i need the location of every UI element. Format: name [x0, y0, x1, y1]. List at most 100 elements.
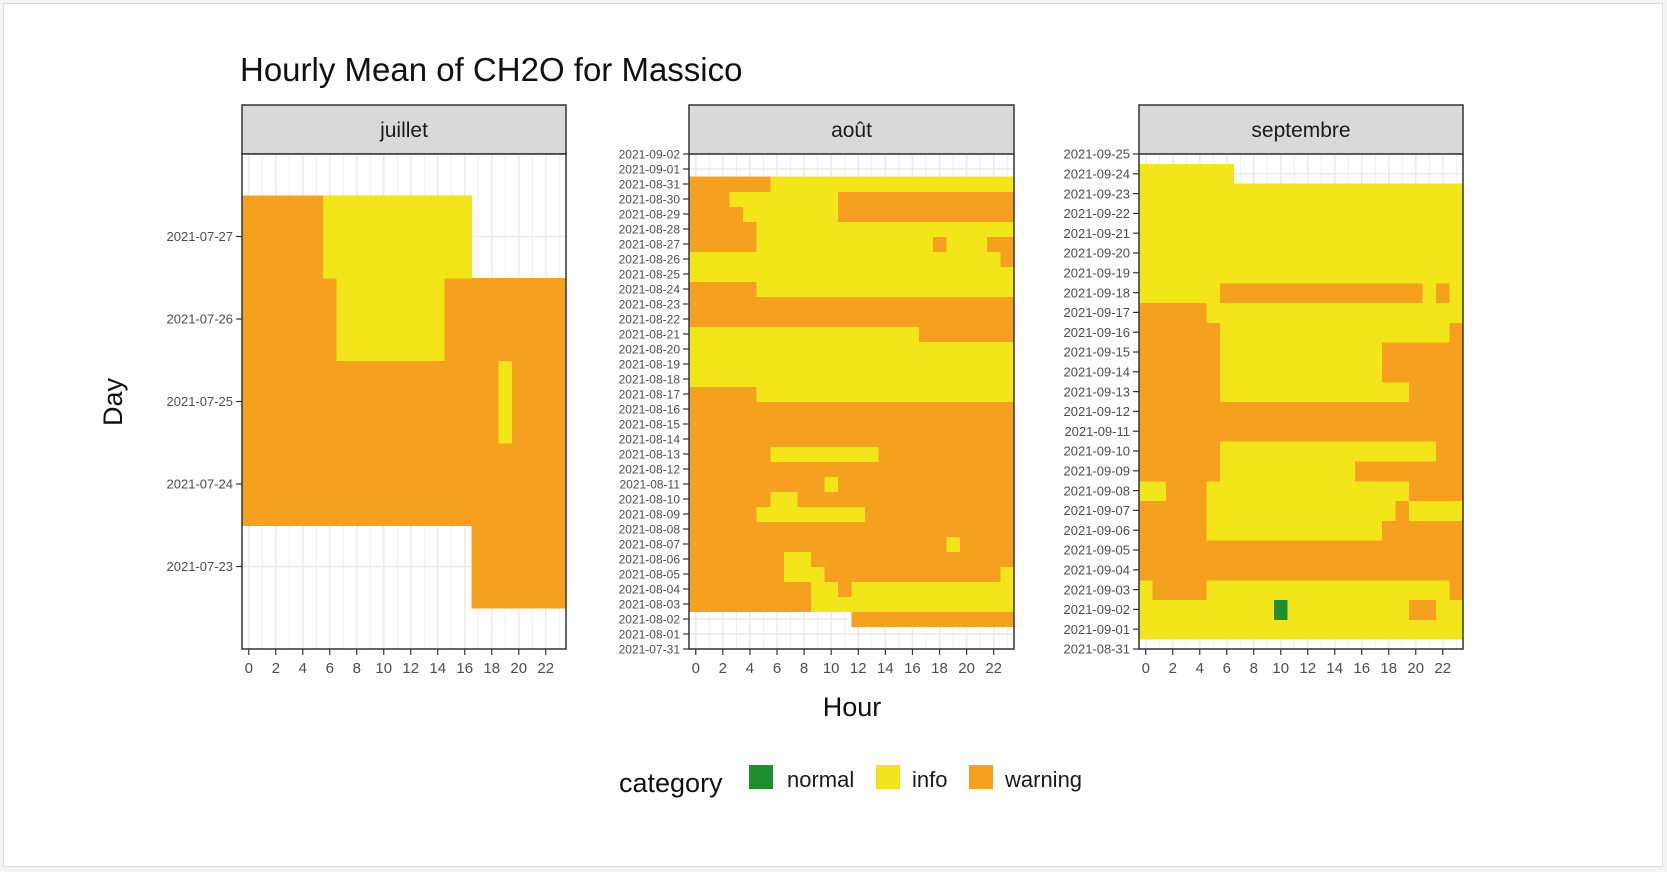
heatmap-cell: [1355, 302, 1370, 323]
heatmap-cell: [1166, 183, 1181, 205]
heatmap-cell: [851, 296, 866, 313]
heatmap-cell: [1368, 619, 1383, 640]
heatmap-cell: [1179, 599, 1194, 620]
heatmap-cell: [512, 525, 527, 609]
heatmap-cell: [919, 566, 934, 583]
heatmap-cell: [1436, 619, 1451, 640]
heatmap-cell: [1247, 361, 1262, 383]
legend-label-normal: normal: [787, 767, 854, 792]
heatmap-cell: [946, 416, 961, 433]
heatmap-cell: [1328, 520, 1343, 541]
y-tick-label: 2021-08-23: [619, 297, 681, 311]
heatmap-cell: [1395, 520, 1410, 541]
heatmap-cell: [1341, 302, 1356, 323]
heatmap-cell: [892, 356, 907, 373]
heatmap-cell: [1355, 243, 1370, 264]
heatmap-cell: [892, 581, 907, 598]
heatmap-cell: [919, 401, 934, 418]
heatmap-cell: [1152, 500, 1167, 521]
heatmap-cell: [1139, 599, 1154, 620]
heatmap-cell: [743, 491, 758, 508]
heatmap-cell: [1206, 163, 1221, 185]
heatmap-cell: [932, 446, 947, 463]
y-tick-label: 2021-08-19: [619, 357, 681, 371]
heatmap-cell: [919, 356, 934, 373]
heatmap-cell: [851, 356, 866, 373]
heatmap-cell: [1395, 361, 1410, 383]
heatmap-cell: [1409, 262, 1424, 284]
heatmap-cell: [1422, 302, 1437, 323]
heatmap-cell: [837, 356, 853, 373]
heatmap-cell: [810, 476, 826, 493]
heatmap-cell: [973, 206, 988, 223]
heatmap-cell: [729, 476, 744, 493]
heatmap-cell: [1314, 579, 1329, 601]
heatmap-cell: [282, 195, 297, 279]
heatmap-cell: [1247, 619, 1262, 640]
heatmap-cell: [1274, 540, 1289, 561]
x-tick-label: 10: [823, 660, 840, 677]
heatmap-cell: [1233, 579, 1248, 601]
heatmap-cell: [1355, 500, 1370, 521]
heatmap-cell: [1260, 262, 1275, 284]
heatmap-cell: [946, 296, 961, 313]
heatmap-cell: [837, 251, 853, 268]
heatmap-cell: [1409, 520, 1424, 541]
x-tick-label: 6: [1223, 660, 1231, 677]
heatmap-cell: [743, 206, 758, 223]
heatmap-cell: [1000, 581, 1015, 598]
heatmap-cell: [973, 491, 988, 508]
heatmap-cell: [743, 581, 758, 598]
heatmap-cell: [1328, 480, 1343, 502]
heatmap-cell: [1179, 579, 1194, 601]
heatmap-cell: [1206, 322, 1221, 343]
heatmap-cell: [1395, 421, 1410, 442]
heatmap-cell: [905, 266, 920, 283]
heatmap-cell: [1287, 342, 1302, 363]
heatmap-cell: [986, 296, 1002, 313]
heatmap-cell: [1355, 381, 1370, 403]
heatmap-cell: [959, 191, 974, 208]
heatmap-cell: [1179, 342, 1194, 363]
heatmap-cell: [810, 401, 826, 418]
heatmap-cell: [1422, 322, 1437, 343]
heatmap-cell: [810, 251, 826, 268]
heatmap-cell: [1139, 421, 1154, 442]
heatmap-cell: [729, 506, 744, 523]
heatmap-cell: [1139, 302, 1154, 323]
heatmap-cell: [783, 416, 798, 433]
heatmap-cell: [1193, 183, 1208, 205]
heatmap-cell: [1247, 262, 1262, 284]
heatmap-cell: [959, 476, 974, 493]
heatmap-cell: [932, 251, 947, 268]
heatmap-cell: [783, 581, 798, 598]
heatmap-cell: [1341, 203, 1356, 224]
heatmap-cell: [1206, 342, 1221, 363]
heatmap-cell: [1206, 223, 1221, 244]
heatmap-cell: [1368, 421, 1383, 442]
heatmap-cell: [1341, 460, 1356, 482]
heatmap-cell: [905, 191, 920, 208]
heatmap-cell: [932, 461, 947, 478]
heatmap-cell: [471, 277, 486, 361]
heatmap-cell: [1301, 619, 1316, 640]
heatmap-cell: [851, 371, 866, 388]
heatmap-cell: [959, 491, 974, 508]
x-tick-label: 0: [245, 660, 253, 677]
heatmap-cell: [1000, 431, 1015, 448]
y-tick-label: 2021-08-30: [619, 192, 681, 206]
heatmap-cell: [1436, 401, 1451, 422]
heatmap-cell: [986, 536, 1002, 553]
heatmap-cell: [729, 386, 744, 403]
heatmap-cell: [1179, 401, 1194, 422]
heatmap-cell: [471, 525, 486, 609]
heatmap-cell: [878, 611, 893, 628]
heatmap-cell: [1206, 480, 1221, 502]
heatmap-cell: [1179, 559, 1194, 581]
facet-panels: juillet2021-07-232021-07-242021-07-25202…: [167, 104, 1464, 677]
x-tick-label: 12: [850, 660, 867, 677]
heatmap-cell: [1395, 559, 1410, 581]
y-tick-label: 2021-08-01: [619, 627, 681, 641]
heatmap-cell: [892, 596, 907, 613]
heatmap-cell: [1166, 520, 1181, 541]
